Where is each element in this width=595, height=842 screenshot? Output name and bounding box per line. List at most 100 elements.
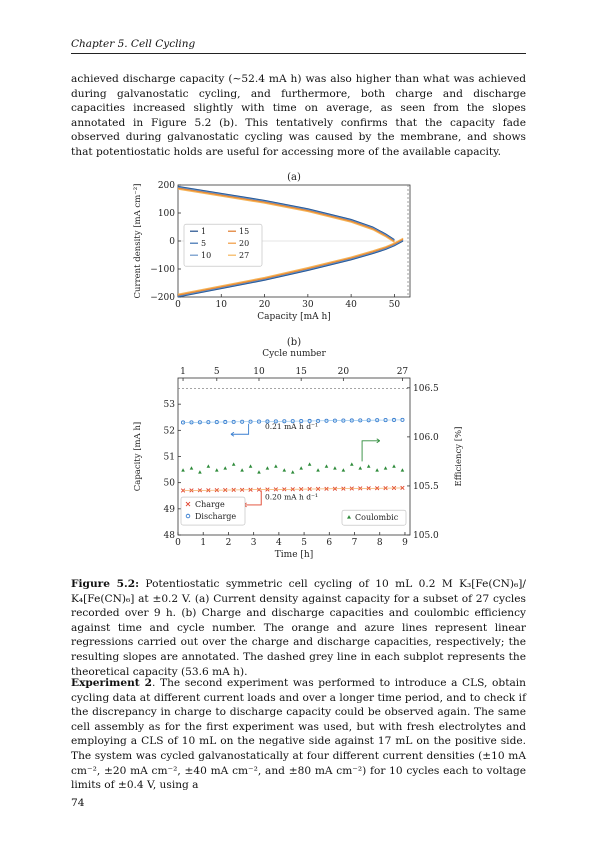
subplot-b-coulombic-point: [223, 466, 228, 470]
subplot-b-coulombic-point: [206, 464, 211, 468]
subplot-a-charge-series-1: [177, 185, 395, 240]
subplot-b-coulombic-point: [257, 470, 261, 474]
subplot-b-title: (b): [287, 337, 301, 348]
subplot-b-top-tick-label: 10: [253, 367, 265, 377]
subplot-a-charge-series-10: [177, 187, 395, 242]
figure-caption: Figure 5.2: Potentiostatic symmetric cel…: [71, 577, 526, 679]
caption-label: Figure 5.2:: [71, 578, 140, 590]
subplot-b-coulombic-point: [375, 468, 379, 472]
subplot-b-coulombic-arrowhead: [376, 438, 380, 444]
subplot-b-top-tick-label: 15: [295, 367, 307, 377]
subplot-b-coulombic-arrow: [361, 440, 380, 462]
subplot-b-xtick-label: 7: [352, 538, 358, 548]
subplot-b-legend-coulombic-marker: [347, 515, 351, 519]
subplot-b-charge-slope: 0.20 mA h d⁻¹: [265, 493, 318, 502]
subplot-b-coulombic-point: [282, 468, 287, 472]
caption-text: Potentiostatic symmetric cell cycling of…: [71, 578, 526, 678]
subplot-b-coulombic-point: [181, 468, 185, 472]
subplot-b-discharge-arrowhead: [230, 431, 235, 437]
subplot-b-coulombic-point: [316, 468, 320, 472]
subplot-b-top-tick-label: 1: [180, 367, 186, 377]
subplot-b-coulombic-point: [240, 468, 244, 472]
subplot-b-y2label: Efficiency [%]: [454, 427, 464, 487]
subplot-b-legend-discharge-marker: [185, 513, 191, 519]
subplot-a-ytick-label: 100: [158, 209, 175, 219]
subplot-a-charge-series-15: [177, 187, 395, 242]
subplot-b-coulombic-point: [341, 468, 346, 472]
subplot-b-charge-arrow: [243, 490, 262, 506]
subplot-b-coulombic-point: [231, 462, 236, 466]
subplot-b-legend-discharge-label: Discharge: [195, 512, 236, 521]
subplot-b-y2tick-label: 106.0: [413, 433, 439, 443]
subplot-a-legend-label: 27: [239, 251, 249, 260]
figure-5-2: (a) 0 10 20 30 40 50 −200 −100 0 100 200 Capacity [m…: [118, 170, 478, 570]
subplot-b-coulombic-point: [198, 470, 202, 474]
experiment-text: . The second experiment was performed to…: [71, 677, 526, 792]
subplot-b-coulombic-point: [400, 468, 405, 472]
subplot-b-legend-left-box: [180, 496, 246, 526]
subplot-b-charge-fit: [183, 487, 403, 491]
subplot-b-coulombic-point: [366, 464, 371, 468]
subplot-a-charge-series-5: [177, 186, 395, 241]
subplot-b-coulombic-point: [324, 464, 329, 468]
subplot-b-top-tick-label: 20: [338, 367, 350, 377]
subplot-a-ytick-label: 0: [169, 237, 175, 247]
subplot-a-xtick-label: 20: [259, 300, 271, 310]
subplot-a-xtick-label: 50: [389, 300, 401, 310]
subplot-b-xtick-label: 2: [226, 538, 232, 548]
subplot-b-coulombic-point: [299, 466, 303, 470]
subplot-a-xtick-label: 40: [345, 300, 357, 310]
subplot-b-coulombic-point: [333, 466, 337, 470]
subplot-a-legend-label: 20: [239, 239, 249, 248]
subplot-b-y2tick-label: 105.0: [413, 531, 439, 541]
subplot-a-xtick-label: 30: [302, 300, 314, 310]
subplot-b-legend-coulombic-label: Coulombic: [355, 513, 399, 522]
subplot-b-legend-charge-marker: [185, 501, 191, 507]
subplot-b-ytick-label: 48: [164, 531, 176, 541]
paragraph-2: Experiment 2. The second experiment was …: [71, 676, 526, 793]
chapter-header: Chapter 5. Cell Cycling: [71, 38, 526, 54]
subplot-a-charge-series-20: [177, 188, 395, 243]
subplot-b-xlabel: Time [h]: [275, 550, 313, 560]
subplot-b-top-xlabel: Cycle number: [262, 349, 326, 359]
subplot-a-ytick-label: −200: [150, 293, 175, 303]
subplot-a-legend-label: 15: [239, 227, 249, 236]
subplot-b-top-tick-label: 27: [397, 367, 409, 377]
subplot-b-top-tick-label: 5: [214, 367, 220, 377]
subplot-b-coulombic-point: [307, 462, 312, 466]
subplot-a-xlabel: Capacity [mA h]: [257, 312, 331, 322]
subplot-b-discharge-slope: 0.21 mA h d⁻¹: [265, 422, 318, 431]
subplot-a-discharge-series-20: [177, 238, 404, 296]
paragraph-1: achieved discharge capacity (∼52.4 mA h)…: [71, 73, 526, 158]
subplot-b-ytick-label: 51: [164, 453, 175, 463]
subplot-b-coulombic-point: [392, 464, 396, 468]
subplot-b-charge-point: [400, 485, 405, 491]
subplot-a-ytick-label: −100: [150, 265, 175, 275]
subplot-b-coulombic-point: [214, 468, 219, 472]
subplot-a-legend-label: 10: [201, 251, 211, 260]
subplot-b-legend-charge-label: Charge: [195, 500, 225, 509]
subplot-a-xtick-label: 10: [216, 300, 228, 310]
subplot-b-xtick-label: 5: [301, 538, 307, 548]
subplot-a-ylabel: Current density [mA cm⁻²]: [133, 184, 143, 299]
subplot-b-xtick-label: 4: [276, 538, 282, 548]
subplot-b-legend-right-box: [341, 509, 407, 526]
subplot-a-title: (a): [287, 172, 301, 183]
subplot-b-coulombic-point: [358, 466, 363, 470]
subplot-b-coulombic-point: [383, 466, 388, 470]
subplot-a-discharge-series-15: [177, 238, 404, 296]
subplot-a-legend-box: [183, 223, 263, 267]
subplot-b-xtick-label: 3: [251, 538, 257, 548]
subplot-b-ytick-label: 52: [164, 426, 175, 436]
subplot-a-xtick-label: 0: [175, 300, 181, 310]
subplot-b-y2tick-label: 106.5: [413, 384, 439, 394]
subplot-a-legend-label: 1: [201, 227, 206, 236]
subplot-b-coulombic-point: [290, 470, 295, 474]
subplot-a-discharge-series-1: [177, 240, 404, 298]
experiment-label: Experiment 2: [71, 677, 153, 689]
subplot-b-xtick-label: 6: [326, 538, 332, 548]
subplot-a-legend-label: 5: [201, 239, 206, 248]
subplot-b-ylabel: Capacity [mA h]: [133, 422, 143, 492]
subplot-b-coulombic-point: [248, 464, 253, 468]
subplot-b-ytick-label: 53: [164, 400, 176, 410]
